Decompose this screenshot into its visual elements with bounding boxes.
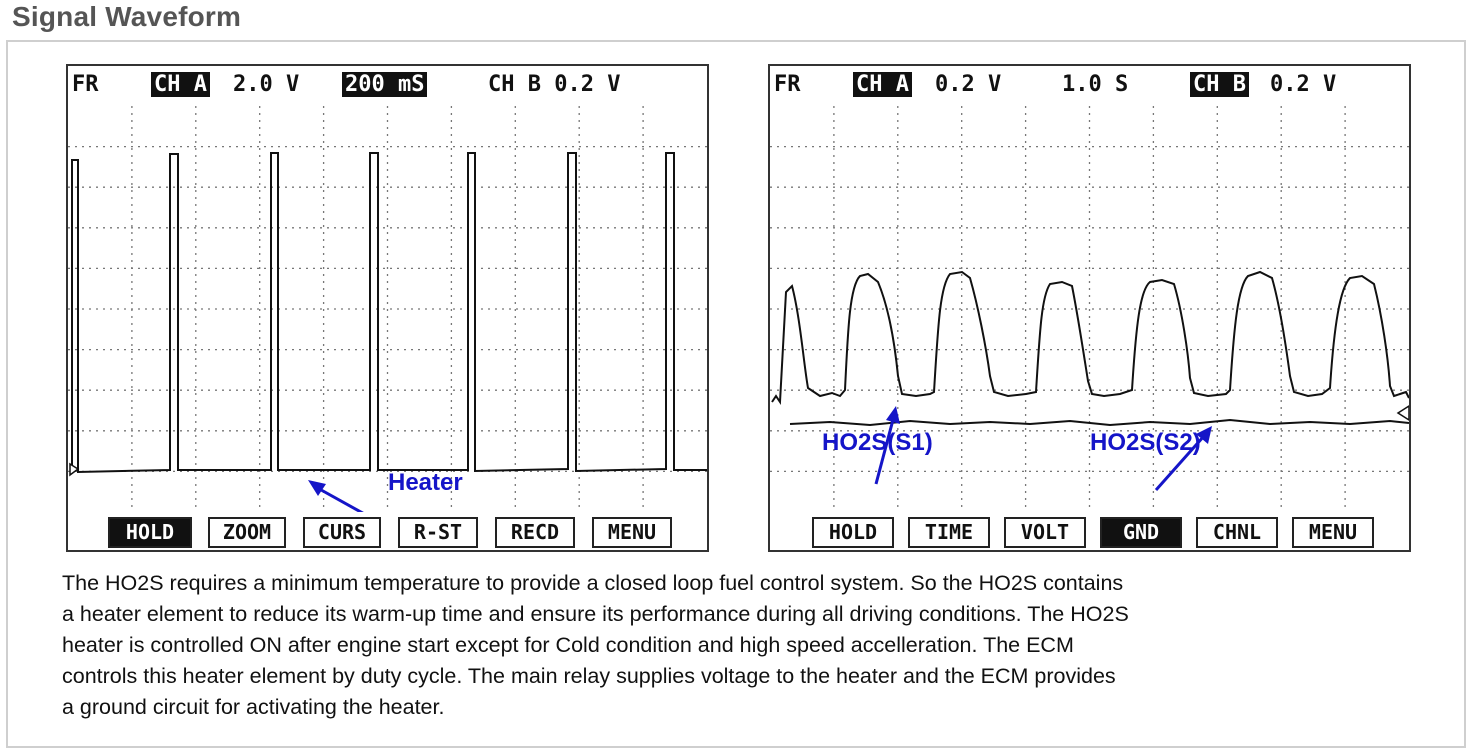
scope-b-plot	[770, 106, 1409, 512]
volt-button[interactable]: VOLT	[1004, 517, 1086, 548]
hold-button[interactable]: HOLD	[812, 517, 894, 548]
scope-a-grid	[68, 106, 707, 512]
scope-a-time-base: 200 mS	[342, 72, 428, 97]
heater-arrow-head	[308, 480, 326, 496]
ho2s-s1-arrow	[874, 415, 896, 485]
scope-a-ch-b: CH B 0.2 V	[488, 72, 621, 97]
heater-arrow	[313, 484, 364, 512]
scope-b-panel: FR CH A 0.2 V 1.0 S CH B 0.2 V HO2S(S1) …	[768, 64, 1411, 552]
description-line: a heater element to reduce its warm-up t…	[62, 602, 1129, 626]
zoom-button[interactable]: ZOOM	[208, 517, 286, 548]
scope-a-ch-a-scale: 2.0 V	[233, 72, 300, 97]
ho2s-s1-trace	[771, 270, 1409, 406]
scope-a-plot	[68, 106, 707, 512]
scope-b-ch-b-scale: 0.2 V	[1270, 72, 1337, 97]
heater-trace	[71, 152, 707, 474]
scope-b-mode: FR	[774, 72, 801, 97]
heater-label: Heater	[388, 469, 463, 496]
ho2s-s2-arrow-head	[1196, 426, 1212, 444]
hold-button[interactable]: HOLD	[108, 517, 192, 548]
recd-button[interactable]: RECD	[495, 517, 575, 548]
ho2s-s1-label: HO2S(S1)	[822, 429, 933, 456]
page-title: Signal Waveform	[12, 1, 242, 32]
scope-a-button-bar: HOLD ZOOM CURS R-ST RECD MENU	[68, 512, 707, 552]
ho2s-s2-label: HO2S(S2)	[1090, 429, 1201, 456]
description-line: heater is controlled ON after engine sta…	[62, 633, 1074, 657]
time-button[interactable]: TIME	[908, 517, 990, 548]
scope-a-mode: FR	[72, 72, 99, 97]
description-line: controls this heater element by duty cyc…	[62, 664, 1116, 688]
scope-b-ch-b-label: CH B	[1190, 72, 1249, 97]
scope-b-ground-marker	[1396, 405, 1409, 421]
curs-button[interactable]: CURS	[303, 517, 381, 548]
ho2s-s2-trace	[789, 418, 1409, 427]
scope-b-time-base: 1.0 S	[1062, 72, 1129, 97]
menu-button[interactable]: MENU	[592, 517, 672, 548]
scope-b-header: FR CH A 0.2 V 1.0 S CH B 0.2 V	[770, 66, 1409, 106]
gnd-button[interactable]: GND	[1100, 517, 1182, 548]
scope-b-ch-a-label: CH A	[853, 72, 912, 97]
scope-a-header: FR CH A 2.0 V 200 mS CH B 0.2 V	[68, 66, 707, 106]
ho2s-s1-arrow-head	[886, 406, 900, 424]
description-line: a ground circuit for activating the heat…	[62, 695, 445, 719]
description-line: The HO2S requires a minimum temperature …	[62, 571, 1124, 595]
description-paragraph: The HO2S requires a minimum temperature …	[62, 568, 1422, 723]
scope-a-ch-a-label: CH A	[151, 72, 210, 97]
r-st-button[interactable]: R-ST	[398, 517, 478, 548]
scope-b-ch-a-scale: 0.2 V	[935, 72, 1002, 97]
scope-b-button-bar: HOLD TIME VOLT GND CHNL MENU	[770, 512, 1409, 552]
scope-a-ground-marker	[69, 462, 80, 477]
chnl-button[interactable]: CHNL	[1196, 517, 1278, 548]
scope-a-panel: FR CH A 2.0 V 200 mS CH B 0.2 V Heater H…	[66, 64, 709, 552]
menu-button[interactable]: MENU	[1292, 517, 1374, 548]
ho2s-s2-arrow	[1154, 435, 1206, 491]
scope-b-grid	[770, 106, 1409, 512]
